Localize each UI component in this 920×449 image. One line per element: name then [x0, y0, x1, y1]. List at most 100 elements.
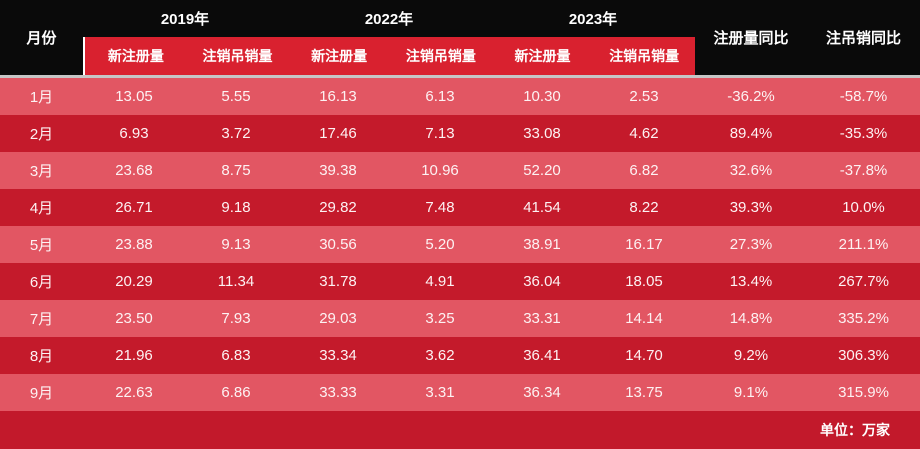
table-footer: 单位：万家 — [0, 411, 920, 449]
yoy-deregistration-cell: 335.2% — [838, 310, 889, 327]
month-header-label: 月份 — [26, 30, 57, 47]
yoy-deregistration-cell: 10.0% — [842, 199, 885, 216]
yoy-deregistration-cell: -58.7% — [839, 88, 888, 105]
yoy-columns-header: 注册量同比 注吊销同比 — [695, 0, 920, 75]
yoy-deregistration-cell: 267.7% — [838, 273, 889, 290]
month-cell: 2月 — [29, 126, 54, 143]
yoy-registration-cell: 9.1% — [733, 384, 769, 401]
value-cell-2023-new: 33.31 — [523, 310, 561, 327]
table-row: 7月 23.50 7.93 29.03 3.25 33.31 14.14 14.… — [0, 300, 920, 337]
value-cell-2022-dereg: 10.96 — [421, 162, 459, 179]
value-cell-2019-new: 21.96 — [115, 347, 153, 364]
value-cell-2019-new: 6.93 — [119, 125, 149, 142]
value-cell-2019-new: 20.29 — [115, 273, 153, 290]
yoy-registration-cell: 39.3% — [729, 199, 773, 216]
table-row: 1月 13.05 5.55 16.13 6.13 10.30 2.53 -36.… — [0, 78, 920, 115]
value-cell-2019-dereg: 5.55 — [221, 88, 251, 105]
subheader-new-registrations-2022: 新注册量 — [311, 48, 368, 64]
table-row: 9月 22.63 6.86 33.33 3.31 36.34 13.75 9.1… — [0, 374, 920, 411]
value-cell-2023-new: 36.41 — [523, 347, 561, 364]
value-cell-2019-dereg: 6.83 — [221, 347, 251, 364]
yoy-registration-cell: 14.8% — [729, 310, 773, 327]
value-cell-2022-new: 39.38 — [319, 162, 357, 179]
value-cell-2023-new: 41.54 — [523, 199, 561, 216]
value-cell-2022-new: 33.34 — [319, 347, 357, 364]
value-cell-2022-dereg: 5.20 — [425, 236, 455, 253]
value-cell-2022-dereg: 7.13 — [425, 125, 455, 142]
value-cell-2023-dereg: 6.82 — [629, 162, 659, 179]
value-cell-2022-dereg: 3.25 — [425, 310, 455, 327]
table-row: 8月 21.96 6.83 33.34 3.62 36.41 14.70 9.2… — [0, 337, 920, 374]
subheader-new-registrations-2023: 新注册量 — [514, 48, 571, 64]
table-row: 3月 23.68 8.75 39.38 10.96 52.20 6.82 32.… — [0, 152, 920, 189]
value-cell-2019-new: 13.05 — [115, 88, 153, 105]
value-cell-2019-new: 22.63 — [115, 384, 153, 401]
subheader-new-registrations-2019: 新注册量 — [107, 48, 164, 64]
subheader-band: 新注册量 注销吊销量 新注册量 注销吊销量 新注册量 注销吊销量 — [83, 37, 695, 75]
value-cell-2023-dereg: 13.75 — [625, 384, 663, 401]
value-cell-2023-dereg: 4.62 — [629, 125, 659, 142]
month-cell: 3月 — [29, 163, 54, 180]
table-row: 4月 26.71 9.18 29.82 7.48 41.54 8.22 39.3… — [0, 189, 920, 226]
value-cell-2023-new: 36.34 — [523, 384, 561, 401]
unit-note: 单位：万家 — [820, 422, 890, 438]
value-cell-2019-dereg: 9.13 — [221, 236, 251, 253]
year-label-2019: 2019年 — [160, 11, 210, 28]
value-cell-2023-dereg: 14.70 — [625, 347, 663, 364]
year-labels-row: 2019年 2022年 2023年 — [83, 0, 695, 37]
table-header: 月份 2019年 2022年 2023年 新注册量 注销吊销量 新注册量 注销吊… — [0, 0, 920, 75]
header-separator-line — [0, 75, 920, 78]
month-cell: 1月 — [29, 89, 54, 106]
value-cell-2019-dereg: 7.93 — [221, 310, 251, 327]
value-cell-2023-new: 33.08 — [523, 125, 561, 142]
yoy-registration-cell: -36.2% — [727, 88, 775, 105]
month-cell: 6月 — [29, 274, 54, 291]
value-cell-2022-new: 17.46 — [319, 125, 357, 142]
subheader-deregistrations-2019: 注销吊销量 — [202, 48, 273, 64]
value-cell-2023-new: 10.30 — [523, 88, 561, 105]
value-cell-2023-new: 36.04 — [523, 273, 561, 290]
value-cell-2022-dereg: 3.62 — [425, 347, 455, 364]
month-cell: 7月 — [29, 311, 54, 328]
value-cell-2023-dereg: 14.14 — [625, 310, 663, 327]
value-cell-2023-new: 52.20 — [523, 162, 561, 179]
yoy-registration-cell: 89.4% — [729, 125, 773, 142]
value-cell-2019-dereg: 3.72 — [221, 125, 251, 142]
value-cell-2019-dereg: 9.18 — [221, 199, 251, 216]
value-cell-2019-new: 26.71 — [115, 199, 153, 216]
value-cell-2022-dereg: 6.13 — [425, 88, 455, 105]
subheader-deregistrations-2023: 注销吊销量 — [609, 48, 680, 64]
month-cell: 8月 — [29, 348, 54, 365]
yoy-deregistration-cell: 315.9% — [838, 384, 889, 401]
value-cell-2019-new: 23.88 — [115, 236, 153, 253]
yoy-deregistration-cell: -35.3% — [839, 125, 888, 142]
value-cell-2022-new: 16.13 — [319, 88, 357, 105]
table-row: 6月 20.29 11.34 31.78 4.91 36.04 18.05 13… — [0, 263, 920, 300]
yoy-deregistration-cell: -37.8% — [839, 162, 888, 179]
value-cell-2022-new: 30.56 — [319, 236, 357, 253]
value-cell-2022-new: 31.78 — [319, 273, 357, 290]
month-cell: 9月 — [29, 385, 54, 402]
value-cell-2023-dereg: 18.05 — [625, 273, 663, 290]
value-cell-2023-dereg: 16.17 — [625, 236, 663, 253]
yoy-deregistration-header: 注吊销同比 — [825, 30, 901, 47]
value-cell-2023-dereg: 8.22 — [629, 199, 659, 216]
year-label-2022: 2022年 — [364, 11, 414, 28]
month-cell: 4月 — [29, 200, 54, 217]
value-cell-2022-new: 29.82 — [319, 199, 357, 216]
month-column-header: 月份 — [0, 0, 83, 75]
value-cell-2019-dereg: 8.75 — [221, 162, 251, 179]
yoy-registration-cell: 27.3% — [729, 236, 773, 253]
value-cell-2023-new: 38.91 — [523, 236, 561, 253]
value-cell-2019-new: 23.68 — [115, 162, 153, 179]
value-cell-2019-dereg: 11.34 — [217, 273, 255, 290]
year-label-2023: 2023年 — [568, 11, 618, 28]
value-cell-2022-new: 33.33 — [319, 384, 357, 401]
month-cell: 5月 — [29, 237, 54, 254]
yoy-registration-cell: 9.2% — [733, 347, 769, 364]
yoy-registration-cell: 13.4% — [729, 273, 773, 290]
table-body: 1月 13.05 5.55 16.13 6.13 10.30 2.53 -36.… — [0, 78, 920, 411]
year-columns-header: 2019年 2022年 2023年 新注册量 注销吊销量 新注册量 注销吊销量 … — [83, 0, 695, 75]
value-cell-2019-dereg: 6.86 — [221, 384, 251, 401]
value-cell-2022-dereg: 4.91 — [425, 273, 455, 290]
